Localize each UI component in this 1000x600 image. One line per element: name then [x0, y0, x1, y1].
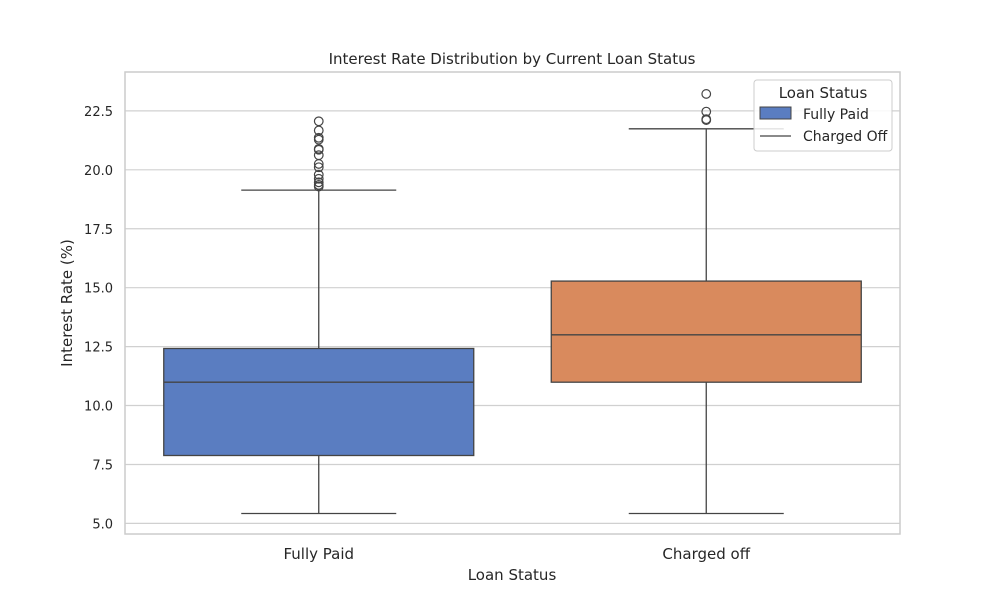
- outlier-point: [701, 89, 712, 99]
- plot-frame: [124, 71, 901, 535]
- iqr-box: [163, 347, 475, 457]
- box-group: [550, 89, 862, 515]
- y-tick-label: 5.0: [92, 517, 113, 532]
- outlier-point: [701, 114, 712, 125]
- outlier-point: [313, 162, 324, 173]
- y-tick-label: 22.5: [84, 105, 113, 120]
- y-tick-label: 20.0: [84, 164, 113, 179]
- y-tick-label: 12.5: [84, 341, 113, 356]
- chart-title: Interest Rate Distribution by Current Lo…: [329, 50, 696, 68]
- legend-patch-fully-paid: [759, 106, 792, 120]
- x-axis-label: Loan Status: [468, 566, 557, 584]
- plot-area: [163, 89, 862, 515]
- legend-title: Loan Status: [779, 84, 868, 102]
- outlier-point: [313, 169, 324, 180]
- legend-label-charged-off: Charged Off: [803, 129, 888, 145]
- y-tick-label: 7.5: [92, 458, 113, 473]
- legend-label-fully-paid: Fully Paid: [803, 107, 869, 123]
- y-tick-label: 10.0: [84, 400, 113, 415]
- x-axis-ticks: Fully Paid Charged off: [283, 545, 750, 563]
- outlier-point: [313, 150, 324, 161]
- y-axis-ticks: 5.0 7.5 10.0 12.5 15.0 17.5 20.0 22.5: [84, 105, 113, 533]
- x-tick-label: Fully Paid: [283, 545, 354, 563]
- box-group: [163, 116, 475, 515]
- y-axis-label: Interest Rate (%): [58, 239, 76, 367]
- y-tick-label: 15.0: [84, 282, 113, 297]
- outlier-point: [313, 116, 324, 127]
- iqr-box: [550, 280, 862, 383]
- outlier-point: [313, 180, 324, 190]
- legend: Loan Status Fully Paid Charged Off: [753, 79, 893, 152]
- outlier-point: [313, 173, 324, 184]
- outlier-point: [701, 106, 712, 117]
- outlier-point: [313, 132, 324, 143]
- y-tick-label: 17.5: [84, 223, 113, 238]
- legend-frame: [753, 79, 893, 152]
- outlier-point: [313, 177, 324, 188]
- x-tick-label: Charged off: [662, 545, 750, 563]
